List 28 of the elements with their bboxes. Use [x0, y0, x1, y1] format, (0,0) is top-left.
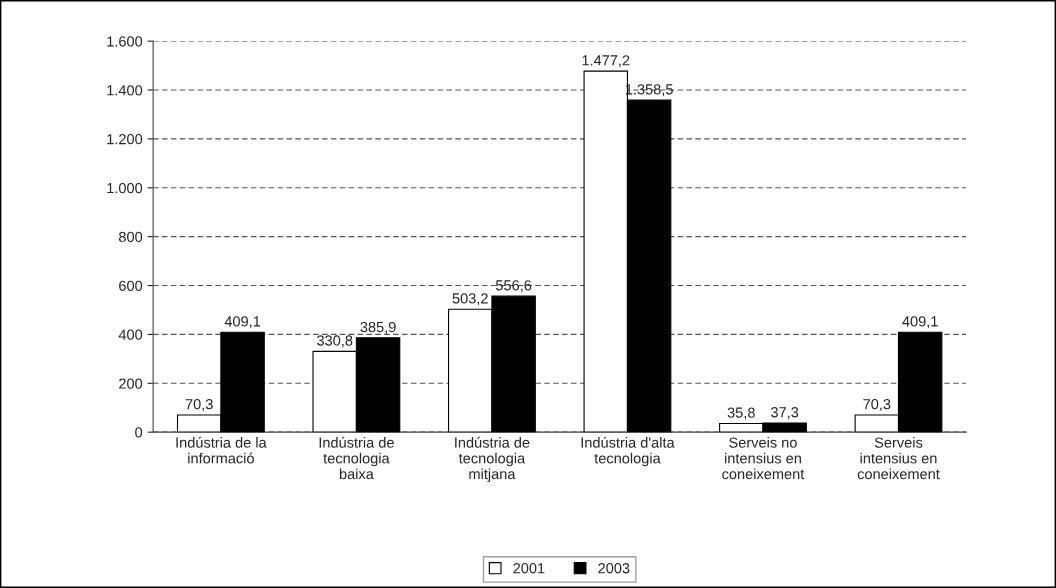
x-tick-label: Indústria d'alta tecnologia — [581, 436, 675, 467]
x-tick-label: Indústria de la informació — [176, 436, 267, 464]
y-tick-label: 1.400 — [107, 85, 143, 96]
data-label: 70,3 — [185, 399, 213, 412]
legend-label: 2003 — [598, 563, 630, 574]
y-tick-label: 200 — [119, 378, 143, 389]
data-label: 35,8 — [727, 407, 755, 420]
y-tick-label: 1.600 — [107, 36, 143, 47]
x-tick-label: Indústria de tecnologia baixa — [319, 436, 394, 480]
data-label: 556,6 — [495, 280, 532, 293]
data-label: 385,9 — [360, 321, 396, 334]
y-tick-label: 800 — [119, 231, 143, 243]
data-label: 70,3 — [863, 399, 891, 412]
y-tick-label: 0 — [135, 427, 143, 438]
y-tick-label: 1.000 — [107, 182, 143, 194]
x-tick-label: Serveis no intensius en coneixement — [722, 437, 805, 480]
data-label: 503,2 — [452, 293, 488, 306]
x-tick-label: Indústria de tecnologia mitjana — [455, 436, 530, 483]
data-label: 409,1 — [224, 316, 261, 329]
y-tick-label: 1.200 — [107, 134, 143, 145]
y-tick-label: 600 — [119, 280, 143, 291]
data-label: 409,1 — [902, 316, 938, 329]
data-label: 37,3 — [771, 407, 799, 420]
data-label: 1.477,2 — [582, 55, 630, 68]
legend-label: 2001 — [513, 563, 545, 574]
y-tick-label: 400 — [118, 329, 143, 340]
data-label: 330,8 — [317, 335, 353, 348]
x-tick-label: Serveis intensius en coneixement — [857, 437, 940, 480]
